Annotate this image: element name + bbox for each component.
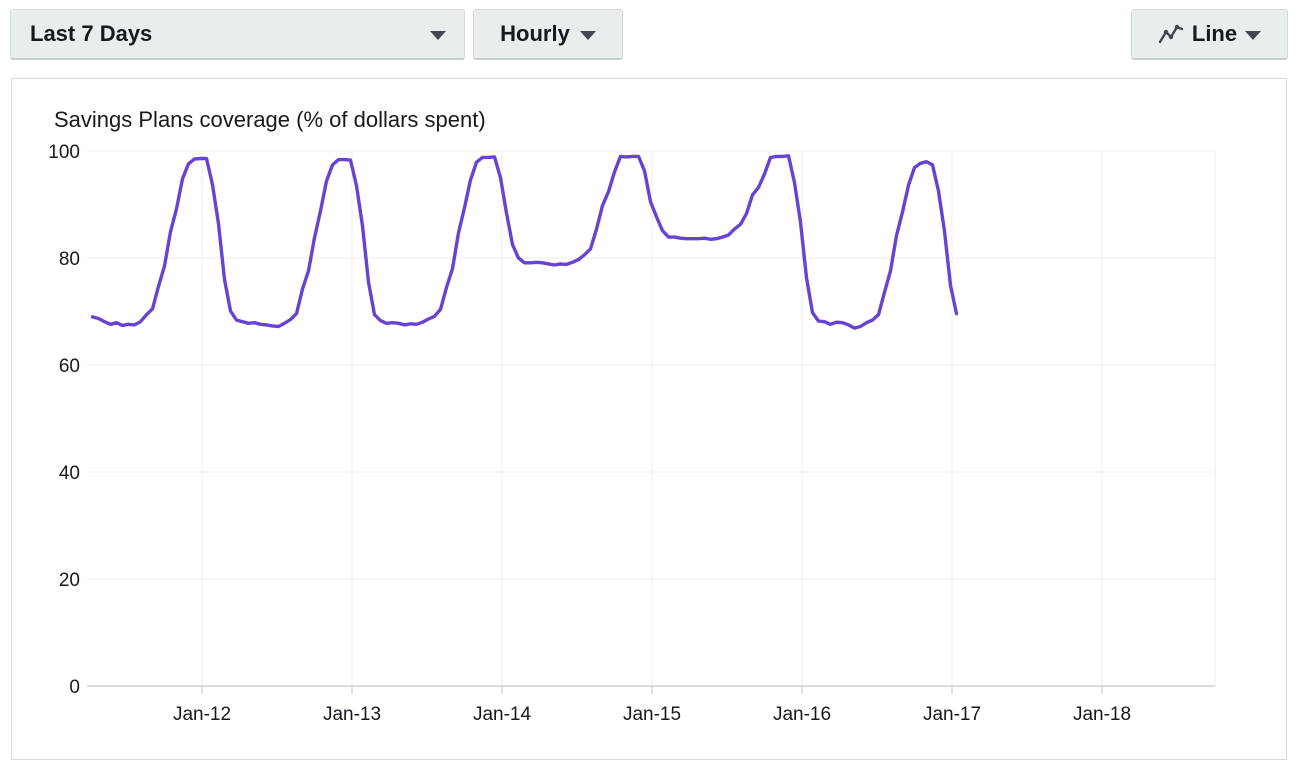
caret-down-icon	[430, 30, 446, 40]
x-tick-label: Jan-15	[623, 704, 681, 725]
granularity-dropdown[interactable]: Hourly	[473, 9, 623, 60]
x-tick-label: Jan-12	[173, 704, 231, 725]
line-chart-icon	[1158, 24, 1184, 44]
granularity-label: Hourly	[500, 21, 570, 46]
x-tick-label: Jan-14	[473, 704, 532, 725]
y-tick-label: 60	[59, 356, 80, 377]
y-tick-label: 20	[59, 570, 80, 591]
y-tick-label: 100	[48, 142, 80, 163]
coverage-series-line	[90, 154, 959, 330]
chart-type-label: Line	[1191, 21, 1238, 46]
date-range-dropdown[interactable]: Last 7 Days	[10, 9, 465, 60]
chart-title: Savings Plans coverage (% of dollars spe…	[54, 107, 486, 132]
caret-down-icon	[1245, 30, 1262, 40]
y-tick-label: 0	[69, 677, 80, 698]
y-tick-label: 80	[59, 249, 80, 270]
x-tick-label: Jan-16	[773, 704, 831, 725]
chart-type-dropdown[interactable]: Line	[1131, 9, 1288, 60]
date-range-label: Last 7 Days	[30, 21, 153, 46]
y-tick-label: 40	[59, 463, 80, 484]
caret-down-icon	[579, 30, 596, 40]
x-tick-label: Jan-18	[1073, 704, 1131, 725]
x-tick-label: Jan-17	[923, 704, 981, 725]
x-tick-label: Jan-13	[323, 704, 381, 725]
